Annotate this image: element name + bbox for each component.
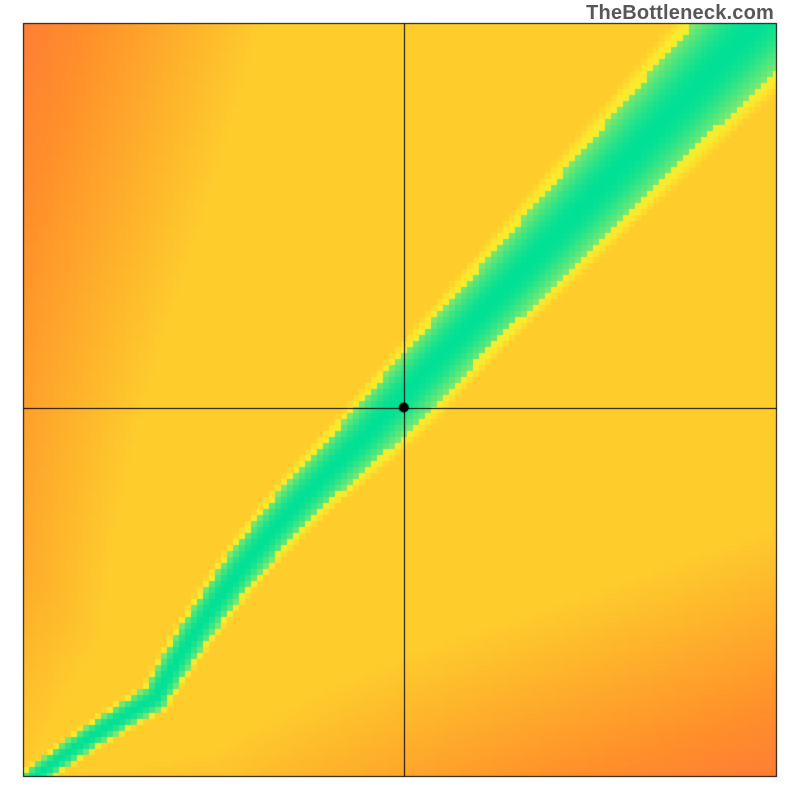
chart-container: TheBottleneck.com: [0, 0, 800, 800]
watermark-text: TheBottleneck.com: [586, 2, 774, 25]
bottleneck-heatmap-canvas: [0, 0, 800, 800]
